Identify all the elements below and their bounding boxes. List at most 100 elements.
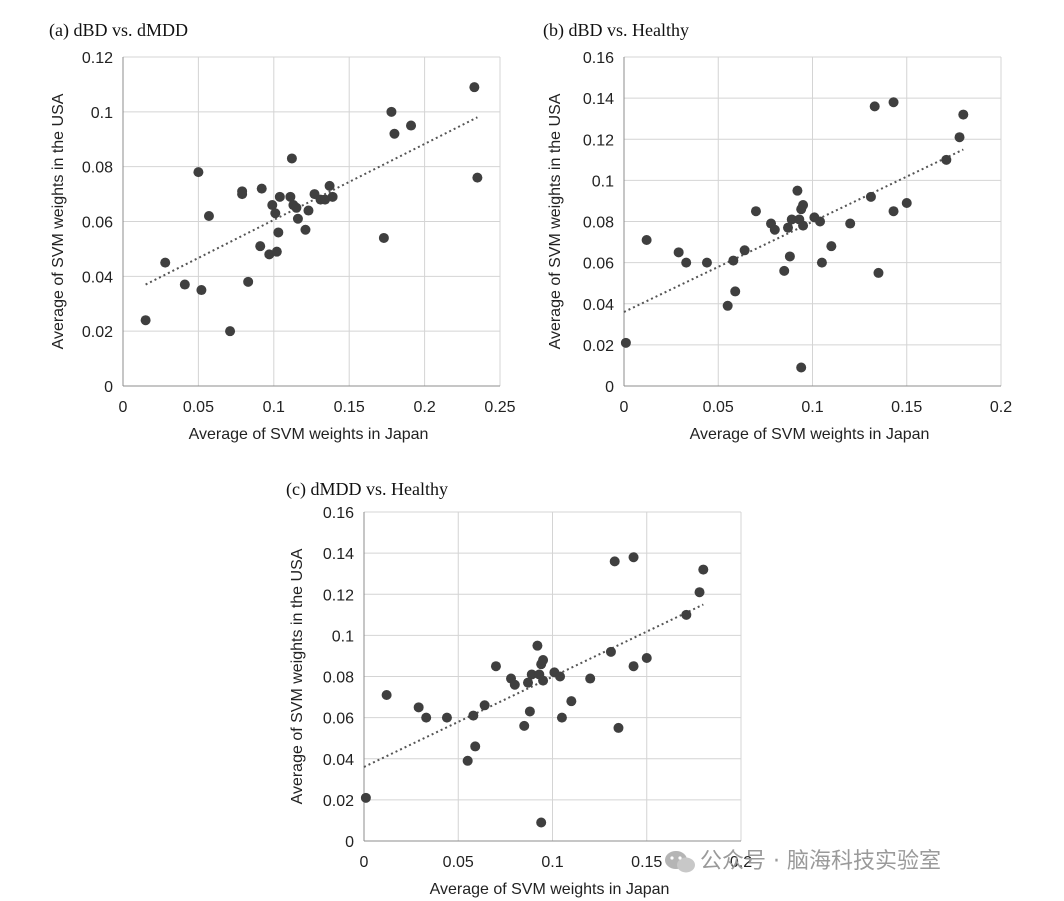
- panel-b-chart: 0 0.05 0.1 0.15 0.2 0 0.02 0.04 0.06 0.08 0.1 0.12 0…: [543, 20, 1012, 443]
- panel-b-x-tick-label: 0: [620, 399, 629, 416]
- panel-b-data-point: [730, 286, 741, 297]
- panel-a-data-point: [243, 276, 254, 287]
- panel-c-y-tick-label: 0.06: [323, 711, 354, 728]
- panel-a-data-point: [472, 172, 483, 183]
- panel-c-data-point: [681, 609, 692, 620]
- panel-a-data-point: [255, 241, 266, 252]
- panel-c-data-point: [555, 671, 566, 682]
- panel-c-data-point: [538, 655, 549, 666]
- panel-c-data-point: [585, 673, 596, 684]
- panel-b-data-point: [779, 265, 790, 276]
- wechat-icon: [665, 851, 695, 873]
- panel-a-data-point: [271, 246, 282, 257]
- panel-c-data-point: [694, 587, 705, 598]
- panel-a-data-point: [320, 194, 331, 205]
- panel-c-data-point: [381, 690, 392, 701]
- panel-a-data-point: [193, 167, 204, 178]
- panel-a-x-tick-label: 0.25: [484, 399, 515, 416]
- panel-b-data-point: [784, 251, 795, 262]
- panel-c-x-axis-label: Average of SVM weights in Japan: [430, 881, 670, 898]
- panel-b-data-point: [816, 257, 827, 268]
- panel-b-y-tick-label: 0.08: [583, 215, 614, 232]
- panel-c-y-tick-label: 0.1: [332, 628, 354, 645]
- panel-b-data-point: [888, 206, 899, 217]
- panel-a-x-tick-label: 0.05: [183, 399, 214, 416]
- panel-a-y-tick-label: 0.08: [82, 160, 113, 177]
- panel-c-data-point: [605, 646, 616, 657]
- watermark-text: 公众号 · 脑海科技实验室: [700, 849, 941, 874]
- panel-b-data-point: [641, 235, 652, 246]
- panel-b-data-point: [673, 247, 684, 258]
- panel-c-data-point: [609, 556, 620, 567]
- panel-a-data-point: [274, 191, 285, 202]
- panel-c-data-point: [536, 817, 547, 828]
- panel-b-data-point: [888, 97, 899, 108]
- panel-c-data-point: [441, 712, 452, 723]
- panel-a-data-point: [196, 285, 207, 296]
- panel-c-y-tick-label: 0.12: [323, 587, 354, 604]
- panel-c-title: (c) dMDD vs. Healthy: [286, 479, 448, 500]
- panel-c-data-point: [698, 564, 709, 575]
- panel-b-data-point: [728, 255, 739, 266]
- panel-c-x-tick-label: 0.15: [631, 854, 662, 871]
- watermark: 公众号 · 脑海科技实验室: [665, 849, 941, 874]
- panel-c-data-point: [522, 677, 533, 688]
- panel-b-data-point: [750, 206, 761, 217]
- panel-c-y-axis-label: Average of SVM weights in the USA: [289, 548, 306, 804]
- panel-b-data-point: [873, 267, 884, 278]
- panel-c-x-tick-label: 0.05: [443, 854, 474, 871]
- panel-c-data-point: [556, 712, 567, 723]
- panel-a-data-point: [389, 128, 400, 139]
- panel-b-data-point: [958, 109, 969, 120]
- panel-c-x-tick-label: 0.1: [541, 854, 563, 871]
- panel-a-trendline: [145, 116, 478, 286]
- panel-b-y-tick-label: 0.16: [583, 50, 614, 67]
- panel-a-chart: 0 0.05 0.1 0.15 0.2 0.25 0 0.02 0.04 0.06 0.08 0.1 0…: [49, 20, 516, 443]
- panel-a-data-point: [406, 120, 417, 131]
- panel-c-data-point: [413, 702, 424, 713]
- panel-c-y-tick-label: 0.04: [323, 752, 354, 769]
- panel-c-data-point: [421, 712, 432, 723]
- panel-c-data-point: [628, 661, 639, 672]
- panel-b-x-axis-label: Average of SVM weights in Japan: [690, 426, 930, 443]
- panel-b-data-point: [739, 245, 750, 256]
- panel-a-title: (a) dBD vs. dMDD: [49, 20, 188, 41]
- panel-b-x-tick-label: 0.1: [801, 399, 823, 416]
- panel-b-y-axis-label: Average of SVM weights in the USA: [547, 93, 564, 349]
- panel-b-y-tick-label: 0.1: [592, 173, 614, 190]
- panel-b-data-point: [826, 241, 837, 252]
- panel-c-trendline: [363, 603, 704, 768]
- panel-a-data-point: [140, 315, 151, 326]
- panel-c-data-point: [468, 710, 479, 721]
- panel-a-data-point: [203, 211, 214, 222]
- panel-a-x-tick-label: 0: [119, 399, 128, 416]
- panel-a-data-point: [386, 106, 397, 117]
- panel-b-data-point: [815, 216, 826, 227]
- panel-b-y-tick-label: 0.06: [583, 256, 614, 273]
- panel-a-y-tick-label: 0.12: [82, 50, 113, 67]
- panel-a-data-point: [378, 232, 389, 243]
- panel-c-y-tick-label: 0.02: [323, 793, 354, 810]
- panel-a-y-axis-label: Average of SVM weights in the USA: [50, 93, 67, 349]
- panel-c-y-tick-label: 0.14: [323, 546, 354, 563]
- panel-c-chart: 0 0.05 0.1 0.15 0.2 0 0.02 0.04 0.06 0.08 0.1 0.12 0…: [286, 479, 752, 898]
- panel-a-data-point: [292, 213, 303, 224]
- panel-a-data-point: [300, 224, 311, 235]
- panel-c-data-point: [641, 652, 652, 663]
- panel-a-data-point: [225, 326, 236, 337]
- panel-b-data-point: [722, 300, 733, 311]
- panel-b-data-point: [901, 197, 912, 208]
- panel-c-data-point: [538, 675, 549, 686]
- panel-a-data-point: [286, 153, 297, 164]
- panel-a-x-tick-label: 0.1: [263, 399, 285, 416]
- panel-a-y-tick-label: 0.1: [91, 105, 113, 122]
- panel-c-data-point: [613, 722, 624, 733]
- panel-a-y-tick-label: 0: [104, 379, 113, 396]
- panel-b-x-tick-label: 0.2: [990, 399, 1012, 416]
- panel-b-data-point: [681, 257, 692, 268]
- panel-a-data-point: [237, 186, 248, 197]
- panel-b-data-point: [941, 154, 952, 165]
- panel-b-y-tick-label: 0.04: [583, 297, 614, 314]
- panel-b-y-tick-label: 0.12: [583, 132, 614, 149]
- panel-b-data-point: [796, 362, 807, 373]
